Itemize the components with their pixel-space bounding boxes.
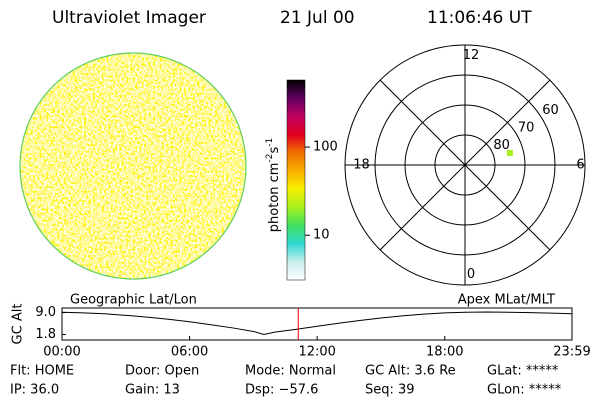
caption: Geographic Lat/Lon <box>70 293 197 308</box>
status-panel: Flt: HOME IP: 36.0 Door: Open Gain: 13 Mode:… <box>10 364 562 398</box>
altitude-plot: GC Alt Geographic Lat/Lon Apex MLat/MLT … <box>11 293 591 360</box>
status-field: Door: Open <box>125 364 199 379</box>
status-field: Gain: 13 <box>125 383 180 398</box>
lat-label: 70 <box>518 121 535 136</box>
status-field: Seq: 39 <box>365 383 415 398</box>
image-limb <box>19 52 247 280</box>
x-tick-label: 23:59 <box>553 345 590 360</box>
lat-label: 60 <box>542 103 559 118</box>
status-field: IP: 36.0 <box>10 383 59 398</box>
lat-ring <box>434 134 496 196</box>
unit: photon cm <box>267 163 282 233</box>
lat-ring <box>374 74 556 256</box>
mlt-label: 6 <box>576 158 584 173</box>
tick-label: 100 <box>313 140 338 155</box>
y-tick-label: 1.8 <box>35 327 56 342</box>
y-tick-label: 9.0 <box>35 305 56 320</box>
status-field: GLat: ***** <box>487 364 559 379</box>
caption: Apex MLat/MLT <box>458 293 555 308</box>
colorbar <box>286 79 306 281</box>
x-tick-label: 06:00 <box>171 345 208 360</box>
x-tick-label: 18:00 <box>426 345 463 360</box>
tick-label: 10 <box>313 228 330 243</box>
point <box>506 149 513 156</box>
status-field: Mode: Normal <box>245 364 336 379</box>
plot-frame <box>61 307 573 341</box>
status-field: GC Alt: 3.6 Re <box>365 364 456 379</box>
title: Ultraviolet Imager <box>52 8 206 28</box>
colorbar-label: photon cm-2s-1 <box>265 138 282 232</box>
status-field: GLon: ***** <box>487 383 562 398</box>
lat-ring <box>404 104 526 226</box>
x-tick-label: 00:00 <box>43 345 80 360</box>
time: 11:06:46 UT <box>427 8 532 28</box>
mlt-label: 18 <box>353 158 370 173</box>
altitude-line <box>61 311 573 336</box>
unit-exp: -1 <box>265 138 275 147</box>
unit: s <box>267 147 282 154</box>
status-field: Dsp: −57.6 <box>245 383 318 398</box>
mlt-label: 12 <box>463 48 480 63</box>
date: 21 Jul 00 <box>280 8 355 28</box>
image-noise <box>20 53 246 279</box>
x-tick-label: 12:00 <box>298 345 335 360</box>
y-label: GC Alt <box>11 304 26 345</box>
status-field: Flt: HOME <box>10 364 74 379</box>
lat-label: 80 <box>493 138 510 153</box>
polar-plot: 60 70 80 0 6 12 18 <box>344 44 586 286</box>
mlt-label: 0 <box>467 267 475 282</box>
unit-exp: -2 <box>265 154 275 163</box>
